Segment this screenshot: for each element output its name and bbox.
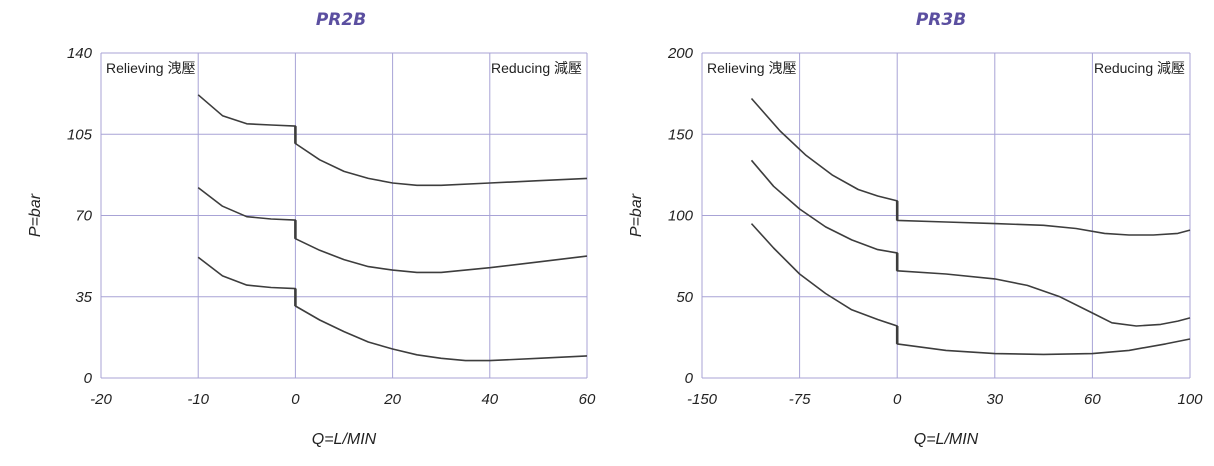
y-tick-label: 70 (75, 208, 92, 225)
y-tick-label: 35 (75, 289, 92, 306)
x-tick-label: -150 (687, 391, 718, 408)
x-tick-label: 30 (986, 391, 1003, 408)
x-tick-label: 40 (481, 391, 498, 408)
x-tick-label: 60 (1084, 391, 1101, 408)
y-tick-label: 150 (668, 126, 694, 143)
chart-pr3b: -150 -75 0 30 60 100 0 50 100 150 200 PR3B Q=L/MIN P=… (628, 10, 1203, 448)
pressure-curve-2 (197, 186, 588, 274)
chart-pr2b: -20 -10 0 20 40 60 0 35 70 105 140 PR2B Q=L/MIN P=bar… (27, 10, 596, 448)
relieving-label: Relieving 洩壓 (707, 60, 796, 76)
pressure-curve-2 (750, 159, 1191, 327)
y-tick-label: 200 (667, 45, 694, 62)
y-axis-label: P=bar (27, 193, 44, 237)
x-tick-label: 20 (383, 391, 401, 408)
x-tick-label: 60 (579, 391, 596, 408)
y-axis-label: P=bar (628, 193, 645, 237)
relieving-label: Relieving 洩壓 (106, 60, 195, 76)
chart-title: PR3B (916, 10, 966, 30)
x-tick-label: -75 (789, 391, 811, 408)
pressure-curve-1 (750, 97, 1191, 236)
y-tick-label: 50 (676, 289, 693, 306)
x-tick-label: 0 (291, 391, 300, 408)
x-tick-label: -10 (187, 391, 209, 408)
y-tick-label: 100 (668, 208, 694, 225)
pressure-curve-3 (197, 256, 588, 362)
x-tick-label: -20 (90, 391, 112, 408)
y-tick-label: 140 (67, 45, 93, 62)
x-axis-label: Q=L/MIN (312, 431, 377, 448)
x-tick-label: 100 (1177, 391, 1203, 408)
y-tick-label: 105 (67, 126, 93, 143)
y-tick-label: 0 (685, 370, 694, 387)
x-tick-label: 0 (893, 391, 902, 408)
x-axis-label: Q=L/MIN (914, 431, 979, 448)
reducing-label: Reducing 減壓 (1094, 60, 1185, 76)
y-tick-label: 0 (84, 370, 93, 387)
pressure-curve-3 (750, 223, 1191, 356)
chart-title: PR2B (316, 10, 366, 30)
pressure-curve-1 (197, 94, 588, 187)
reducing-label: Reducing 減壓 (491, 60, 582, 76)
